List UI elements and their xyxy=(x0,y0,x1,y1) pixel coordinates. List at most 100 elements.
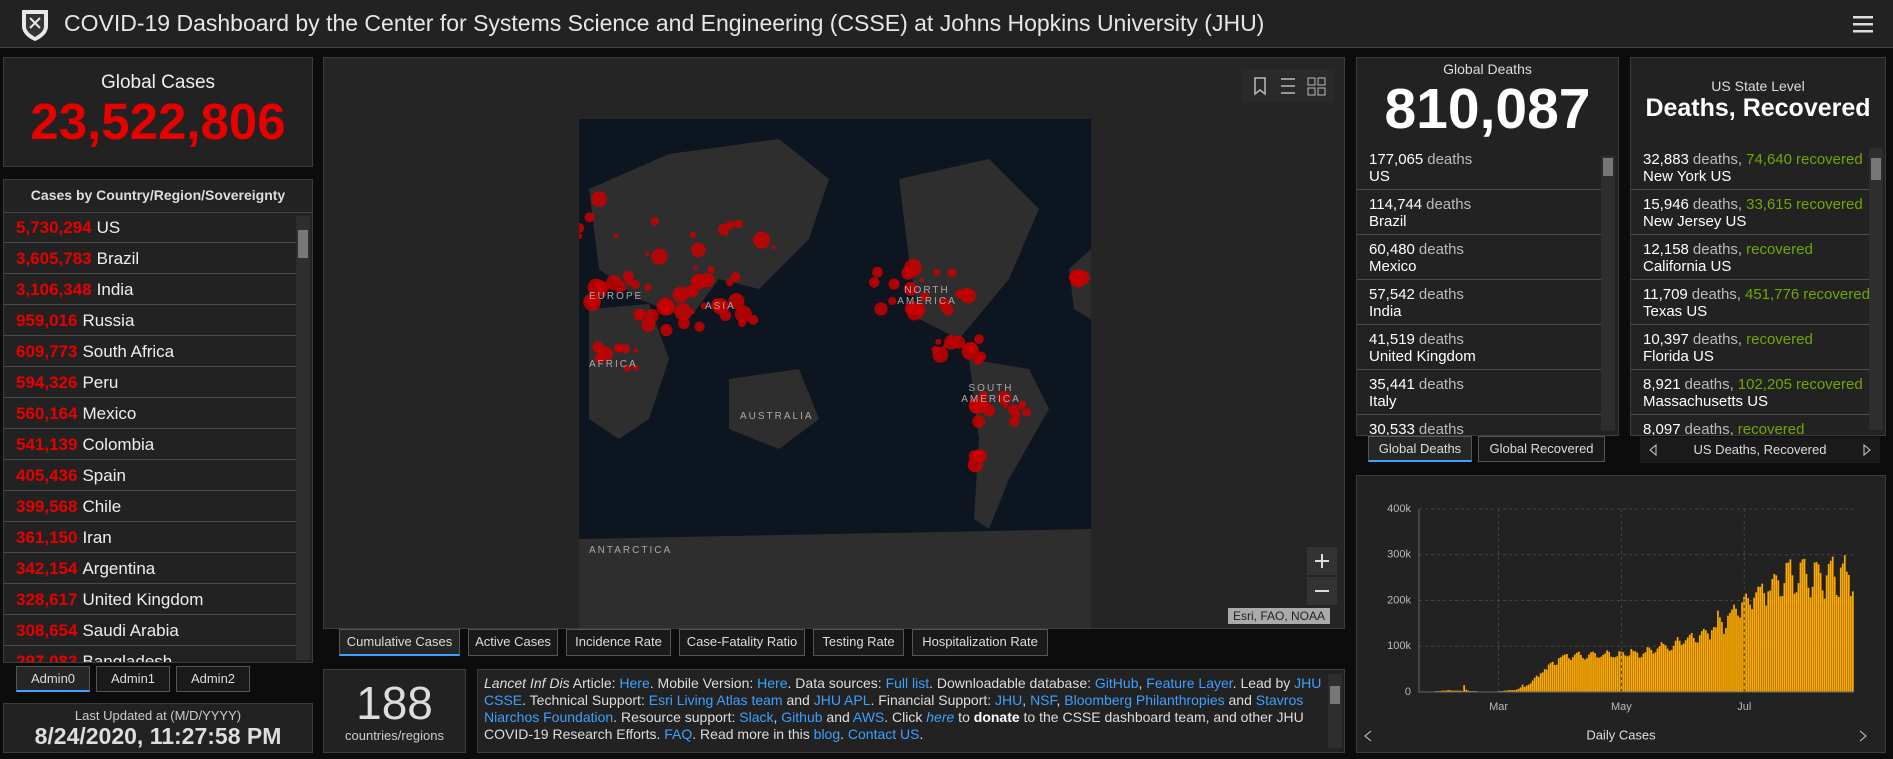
state-row[interactable]: 8,921 deaths, 102,205 recovered Massachusett… xyxy=(1631,370,1869,415)
deaths-row[interactable]: 114,744 deaths Brazil xyxy=(1357,190,1601,235)
country-row[interactable]: 3,605,783 Brazil xyxy=(4,243,296,274)
map-dot xyxy=(738,319,746,328)
info-link[interactable]: Here xyxy=(757,675,788,691)
admin-tab[interactable]: Admin0 xyxy=(16,666,90,692)
death-word: deaths, xyxy=(1692,196,1743,213)
state-row[interactable]: 15,946 deaths, 33,615 recovered New Jersey U… xyxy=(1631,190,1869,235)
info-link[interactable]: JHU APL xyxy=(813,692,871,708)
map-tab[interactable]: Hospitalization Rate xyxy=(912,629,1048,656)
country-row[interactable]: 342,154 Argentina xyxy=(4,553,296,584)
chart: Daily Cases 0 100k 200k 300k 400k Mar May Jul xyxy=(1364,503,1867,742)
bar xyxy=(1559,657,1562,692)
bar xyxy=(1797,583,1800,692)
global-cases-label: Global Cases xyxy=(100,72,216,93)
state-name: California US xyxy=(1643,258,1732,275)
country-row[interactable]: 3,106,348 India xyxy=(4,274,296,305)
admin-tab[interactable]: Admin2 xyxy=(176,666,250,692)
bar xyxy=(1713,627,1715,692)
recovered-word: recovered xyxy=(1796,151,1863,168)
map-dot xyxy=(707,265,715,274)
info-link[interactable]: Slack xyxy=(739,709,774,725)
bar xyxy=(1793,593,1796,692)
info-link[interactable]: Contact US xyxy=(847,726,920,742)
next-arrow[interactable] xyxy=(1859,730,1867,742)
prev-arrow[interactable] xyxy=(1648,444,1658,456)
map-dot xyxy=(904,302,917,315)
deaths-tab[interactable]: Global Deaths xyxy=(1368,436,1472,462)
map-panel[interactable]: Esri, FAO, NOAA EUROPE ASIA NORTH AMERICA A… xyxy=(323,57,1345,629)
map-tab[interactable]: Testing Rate xyxy=(813,629,904,656)
country-row[interactable]: 560,164 Mexico xyxy=(4,398,296,429)
bar xyxy=(1590,652,1592,692)
map-dot xyxy=(961,342,979,360)
prev-arrow[interactable] xyxy=(1364,730,1372,742)
info-link[interactable]: Bloomberg Philanthropies xyxy=(1064,692,1225,708)
map-tab[interactable]: Case-Fatality Ratio xyxy=(679,629,805,656)
bar xyxy=(1672,645,1675,692)
country-row[interactable]: 5,730,294 US xyxy=(4,212,296,243)
country-row[interactable]: 361,150 Iran xyxy=(4,522,296,553)
country-row[interactable]: 308,654 Saudi Arabia xyxy=(4,615,296,646)
info-link[interactable]: blog xyxy=(813,726,841,742)
info-link[interactable]: Stavros Niarchos Foundation xyxy=(484,692,1304,725)
country-row[interactable]: 328,617 United Kingdom xyxy=(4,584,296,615)
bar xyxy=(1664,645,1667,692)
country-row[interactable]: 959,016 Russia xyxy=(4,305,296,336)
us-tab[interactable]: US Deaths, Recovered xyxy=(1693,442,1827,457)
map-tab[interactable]: Active Cases xyxy=(468,629,558,656)
death-word: deaths, xyxy=(1691,286,1741,303)
info-link[interactable]: FAQ xyxy=(664,726,693,742)
map-tab[interactable]: Cumulative Cases xyxy=(339,629,460,656)
info-link[interactable]: Full list xyxy=(885,675,930,691)
info-link[interactable]: Github xyxy=(781,709,823,725)
info-link[interactable]: JHU CSSE xyxy=(484,675,1322,708)
scrollbar[interactable] xyxy=(1601,156,1615,430)
map-tab[interactable]: Incidence Rate xyxy=(566,629,671,656)
info-link[interactable]: NSF xyxy=(1030,692,1057,708)
state-row[interactable]: 8,097 deaths, recovered xyxy=(1631,415,1869,435)
state-row[interactable]: 10,397 deaths, recovered Florida US xyxy=(1631,325,1869,370)
scrollbar[interactable] xyxy=(296,216,310,660)
deaths-list[interactable]: 177,065 deaths US 114,744 deaths Brazil 60,480… xyxy=(1357,145,1601,435)
deaths-row[interactable]: 30,533 deaths xyxy=(1357,415,1601,435)
bar xyxy=(1759,586,1762,692)
state-line: 8,921 deaths, 102,205 recovered xyxy=(1643,376,1869,393)
country-row[interactable]: 405,436 Spain xyxy=(4,460,296,491)
deaths-row[interactable]: 35,441 deaths Italy xyxy=(1357,370,1601,415)
country-row[interactable]: 594,326 Peru xyxy=(4,367,296,398)
country-name: Chile xyxy=(82,497,122,516)
info-link[interactable]: JHU xyxy=(995,692,1023,708)
country-row[interactable]: 541,139 Colombia xyxy=(4,429,296,460)
map-dot xyxy=(955,289,965,299)
deaths-tab[interactable]: Global Recovered xyxy=(1478,436,1605,462)
deaths-row[interactable]: 177,065 deaths US xyxy=(1357,145,1601,190)
scrollbar[interactable] xyxy=(1328,674,1342,748)
state-row[interactable]: 11,709 deaths, 451,776 recovered Texas US xyxy=(1631,280,1869,325)
menu-button[interactable] xyxy=(1852,14,1874,34)
admin-tab[interactable]: Admin1 xyxy=(96,666,170,692)
info-link[interactable]: Here xyxy=(619,675,650,691)
map-dot xyxy=(719,309,732,322)
map-toolbar[interactable] xyxy=(1241,69,1335,103)
next-arrow[interactable] xyxy=(1862,444,1872,456)
deaths-row[interactable]: 57,542 deaths India xyxy=(1357,280,1601,325)
country-count-value: 188 xyxy=(356,677,433,729)
info-link[interactable]: Esri Living Atlas team xyxy=(648,692,783,708)
country-row[interactable]: 297,083 Bangladesh xyxy=(4,646,296,662)
country-name: South Africa xyxy=(82,342,175,361)
info-text: and xyxy=(822,709,853,725)
info-link[interactable]: here xyxy=(926,709,955,725)
zoom-controls[interactable] xyxy=(1307,547,1337,605)
deaths-row[interactable]: 41,519 deaths United Kingdom xyxy=(1357,325,1601,370)
info-link[interactable]: Feature Layer xyxy=(1146,675,1233,691)
state-row[interactable]: 12,158 deaths, recovered California US xyxy=(1631,235,1869,280)
state-row[interactable]: 32,883 deaths, 74,640 recovered New York US xyxy=(1631,145,1869,190)
us-state-list[interactable]: 32,883 deaths, 74,640 recovered New York US 1… xyxy=(1631,145,1869,435)
country-row[interactable]: 399,568 Chile xyxy=(4,491,296,522)
info-link[interactable]: GitHub xyxy=(1094,675,1139,691)
scrollbar[interactable] xyxy=(1869,148,1883,430)
country-row[interactable]: 609,773 South Africa xyxy=(4,336,296,367)
info-link[interactable]: AWS xyxy=(852,709,885,725)
deaths-row[interactable]: 60,480 deaths Mexico xyxy=(1357,235,1601,280)
country-list[interactable]: 5,730,294 US 3,605,783 Brazil 3,106,348 India… xyxy=(4,212,296,662)
